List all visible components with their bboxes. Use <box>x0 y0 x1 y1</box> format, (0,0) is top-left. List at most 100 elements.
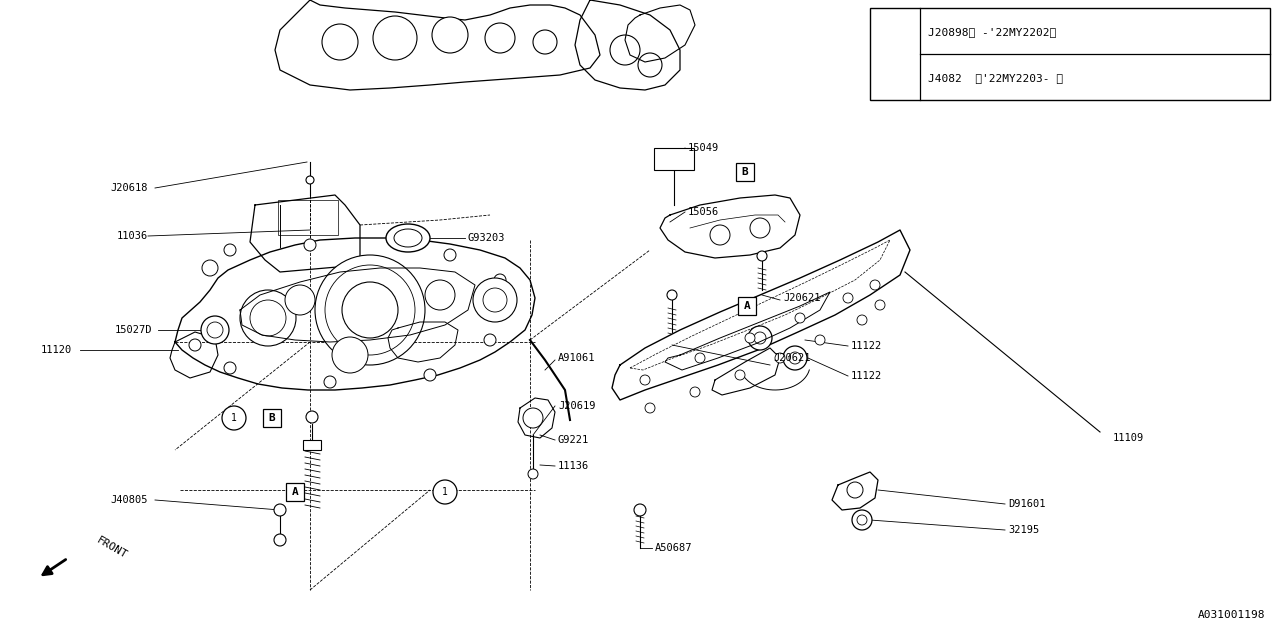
Circle shape <box>852 510 872 530</box>
Text: J20898（ -'22MY2202）: J20898（ -'22MY2202） <box>928 27 1056 37</box>
Text: J20619: J20619 <box>558 401 595 411</box>
Circle shape <box>815 335 826 345</box>
Text: 11120: 11120 <box>41 345 72 355</box>
Polygon shape <box>250 195 360 272</box>
Circle shape <box>748 326 772 350</box>
Circle shape <box>756 251 767 261</box>
Bar <box>278 200 338 235</box>
Circle shape <box>710 225 730 245</box>
Circle shape <box>529 469 538 479</box>
Circle shape <box>224 362 236 374</box>
Text: J20621: J20621 <box>773 353 810 363</box>
Circle shape <box>306 411 317 423</box>
Circle shape <box>250 300 285 336</box>
Circle shape <box>372 16 417 60</box>
Circle shape <box>306 176 314 184</box>
Polygon shape <box>625 5 695 62</box>
Bar <box>654 148 694 170</box>
Polygon shape <box>712 348 780 395</box>
Circle shape <box>637 53 662 77</box>
Polygon shape <box>660 195 800 258</box>
Circle shape <box>795 313 805 323</box>
Circle shape <box>484 334 497 346</box>
Text: 11136: 11136 <box>558 461 589 471</box>
Text: D91601: D91601 <box>1009 499 1046 509</box>
Text: 1: 1 <box>232 413 237 423</box>
Text: J4082  （'22MY2203- ）: J4082 （'22MY2203- ） <box>928 73 1062 83</box>
Text: FRONT: FRONT <box>95 535 129 561</box>
Circle shape <box>332 337 369 373</box>
Text: 15056: 15056 <box>689 207 719 217</box>
Circle shape <box>858 515 867 525</box>
Circle shape <box>241 290 296 346</box>
Bar <box>285 483 305 501</box>
Text: 15049: 15049 <box>689 143 719 153</box>
Circle shape <box>425 280 454 310</box>
Circle shape <box>847 482 863 498</box>
Text: 11036: 11036 <box>116 231 148 241</box>
Polygon shape <box>175 238 535 390</box>
Circle shape <box>494 274 506 286</box>
Bar <box>262 409 282 427</box>
Polygon shape <box>832 472 878 510</box>
Circle shape <box>695 353 705 363</box>
Text: J20621: J20621 <box>783 293 820 303</box>
Circle shape <box>783 346 806 370</box>
Circle shape <box>634 504 646 516</box>
Circle shape <box>325 265 415 355</box>
Bar <box>870 8 1270 100</box>
Text: 1: 1 <box>892 49 899 59</box>
Text: A50687: A50687 <box>655 543 692 553</box>
Circle shape <box>745 333 755 343</box>
Polygon shape <box>575 0 680 90</box>
Circle shape <box>774 353 785 363</box>
Circle shape <box>207 322 223 338</box>
Circle shape <box>750 218 771 238</box>
Polygon shape <box>170 332 218 378</box>
Text: 1: 1 <box>442 487 448 497</box>
Text: G93203: G93203 <box>468 233 506 243</box>
Polygon shape <box>275 0 600 90</box>
Circle shape <box>444 249 456 261</box>
Text: A031001198: A031001198 <box>1198 610 1265 620</box>
Circle shape <box>221 406 246 430</box>
Circle shape <box>645 403 655 413</box>
Circle shape <box>483 288 507 312</box>
Circle shape <box>640 375 650 385</box>
Text: 15027D: 15027D <box>114 325 152 335</box>
Circle shape <box>189 339 201 351</box>
Text: 11122: 11122 <box>851 341 882 351</box>
Text: B: B <box>269 413 275 423</box>
Circle shape <box>532 30 557 54</box>
Ellipse shape <box>387 224 430 252</box>
Circle shape <box>735 370 745 380</box>
Bar <box>736 163 754 181</box>
Circle shape <box>667 290 677 300</box>
Circle shape <box>870 280 881 290</box>
Text: B: B <box>741 167 749 177</box>
Circle shape <box>433 17 468 53</box>
Circle shape <box>224 244 236 256</box>
Circle shape <box>201 316 229 344</box>
Circle shape <box>202 260 218 276</box>
Circle shape <box>485 23 515 53</box>
Bar <box>739 297 756 315</box>
Circle shape <box>323 24 358 60</box>
Circle shape <box>274 504 285 516</box>
Text: 11109: 11109 <box>1114 433 1144 443</box>
Text: A: A <box>292 487 298 497</box>
Circle shape <box>342 282 398 338</box>
Polygon shape <box>612 230 910 400</box>
Circle shape <box>424 369 436 381</box>
Circle shape <box>844 293 852 303</box>
Text: 11122: 11122 <box>851 371 882 381</box>
Circle shape <box>788 352 801 364</box>
Circle shape <box>305 239 316 251</box>
Circle shape <box>433 480 457 504</box>
Polygon shape <box>518 398 556 438</box>
Circle shape <box>315 255 425 365</box>
Circle shape <box>690 387 700 397</box>
Circle shape <box>274 534 285 546</box>
Circle shape <box>324 376 335 388</box>
Polygon shape <box>388 322 458 362</box>
